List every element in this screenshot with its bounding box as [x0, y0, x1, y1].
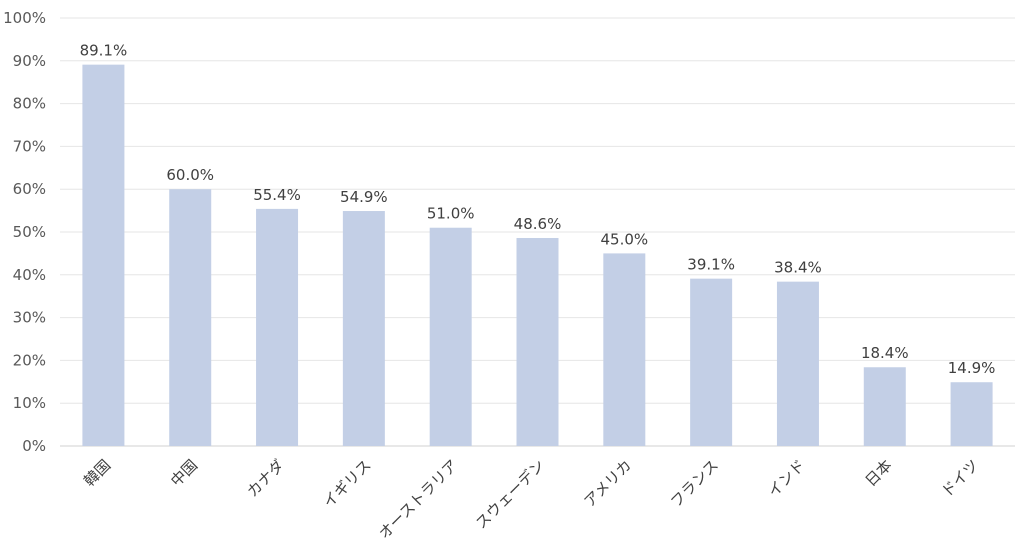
data-label: 51.0% — [427, 205, 475, 223]
category-label: アメリカ — [581, 456, 636, 511]
data-label: 48.6% — [514, 215, 562, 233]
data-label: 45.0% — [600, 230, 648, 248]
bar — [690, 278, 733, 446]
y-tick-label: 60% — [13, 180, 46, 198]
bar — [950, 382, 993, 446]
bar — [776, 281, 819, 446]
bars — [82, 64, 993, 446]
y-tick-label: 10% — [13, 394, 46, 412]
x-axis-categories: 韓国 中国 カナダ イギリス オーストラリア スウェーデン アメリカ フランス インド 日本 ドイツ — [80, 456, 982, 542]
bar — [256, 208, 299, 446]
category-label: インド — [764, 456, 809, 501]
data-label: 54.9% — [340, 188, 388, 206]
category-label: フランス — [667, 456, 722, 511]
y-tick-label: 80% — [13, 95, 46, 113]
y-tick-label: 20% — [13, 351, 46, 369]
bar — [342, 211, 385, 446]
y-tick-label: 50% — [13, 223, 46, 241]
y-axis-ticks: 0% 10% 20% 30% 40% 50% 60% 70% 80% 90% 100% — [3, 9, 46, 455]
category-label: ドイツ — [938, 456, 983, 501]
data-label: 39.1% — [687, 256, 735, 274]
category-label: オーストラリア — [375, 456, 461, 542]
category-label: 中国 — [167, 456, 201, 490]
data-labels: 89.1% 60.0% 55.4% 54.9% 51.0% 48.6% 45.0% 39.1%… — [80, 42, 996, 378]
bar — [603, 253, 646, 446]
y-tick-label: 0% — [22, 437, 46, 455]
bar — [169, 189, 212, 446]
data-label: 89.1% — [80, 42, 128, 60]
category-label: イギリス — [320, 456, 375, 511]
bar — [82, 64, 125, 446]
data-label: 14.9% — [948, 359, 996, 377]
data-label: 18.4% — [861, 344, 909, 362]
bar — [863, 367, 906, 446]
y-tick-label: 40% — [13, 266, 46, 284]
category-label: カナダ — [243, 456, 288, 501]
bar — [429, 227, 472, 446]
y-tick-label: 70% — [13, 137, 46, 155]
category-label: スウェーデン — [472, 456, 548, 532]
data-label: 60.0% — [166, 166, 214, 184]
y-tick-label: 100% — [3, 9, 46, 27]
y-tick-label: 30% — [13, 309, 46, 327]
data-label: 38.4% — [774, 259, 822, 277]
category-label: 韓国 — [80, 456, 114, 490]
category-label: 日本 — [862, 456, 896, 490]
bar — [516, 237, 559, 446]
y-tick-label: 90% — [13, 52, 46, 70]
data-label: 55.4% — [253, 186, 301, 204]
